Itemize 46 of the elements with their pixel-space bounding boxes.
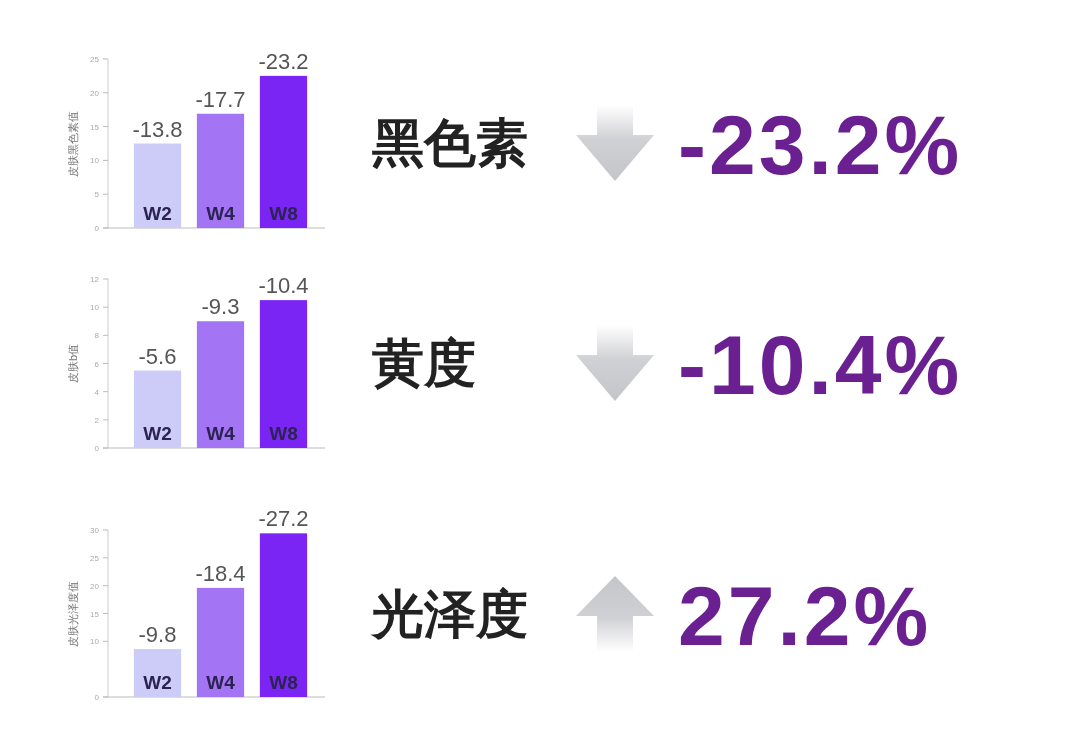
tick-label: 5: [94, 190, 99, 200]
annotation: 黄度: [372, 334, 476, 392]
bar-note: -5.6: [138, 343, 177, 369]
bar-note: -23.2: [258, 48, 309, 74]
bar-note: -13.8: [132, 116, 183, 142]
annotation: 27.2%: [678, 569, 932, 663]
tick-label: 4: [94, 387, 99, 397]
category-label: W8: [269, 203, 298, 224]
annotation: 光泽度: [372, 585, 528, 643]
category-label: W4: [206, 423, 235, 444]
tick-label: 0: [94, 693, 99, 702]
category-label: W8: [269, 672, 298, 693]
annotation: 黑色素: [372, 114, 528, 172]
tick-label: 0: [94, 444, 99, 453]
y-label: 皮肤光泽度值: [67, 580, 79, 647]
category-label: W2: [143, 203, 172, 224]
tick-label: 20: [90, 581, 99, 591]
category-label: W2: [143, 423, 172, 444]
tick-label: 12: [90, 275, 99, 284]
tick-label: 20: [90, 88, 99, 98]
tick-label: 2: [94, 415, 99, 425]
bar-note: -9.3: [201, 294, 240, 320]
bar-note: -27.2: [258, 506, 309, 532]
tick-label: 8: [94, 331, 99, 341]
bar-note: -18.4: [195, 560, 246, 586]
bar-note: -10.4: [258, 273, 309, 299]
tick-label: 0: [94, 224, 99, 233]
tick-label: 15: [90, 609, 99, 619]
tick-label: 15: [90, 122, 99, 132]
tick-label: 10: [90, 637, 99, 647]
tick-label: 10: [90, 156, 99, 166]
tick-label: 25: [90, 553, 99, 563]
tick-label: 30: [90, 526, 99, 535]
y-label: 皮肤黑色素值: [67, 110, 79, 177]
bar-note: -17.7: [195, 86, 246, 112]
tick-label: 25: [90, 55, 99, 64]
category-label: W8: [269, 423, 298, 444]
category-label: W4: [206, 672, 235, 693]
category-label: W2: [143, 672, 172, 693]
category-label: W4: [206, 203, 235, 224]
annotation: -10.4%: [678, 318, 963, 412]
tick-label: 6: [94, 359, 99, 369]
bar-note: -9.8: [138, 622, 177, 648]
tick-label: 10: [90, 303, 99, 313]
annotation: -23.2%: [678, 98, 963, 192]
y-label: 皮肤b值: [67, 343, 79, 384]
